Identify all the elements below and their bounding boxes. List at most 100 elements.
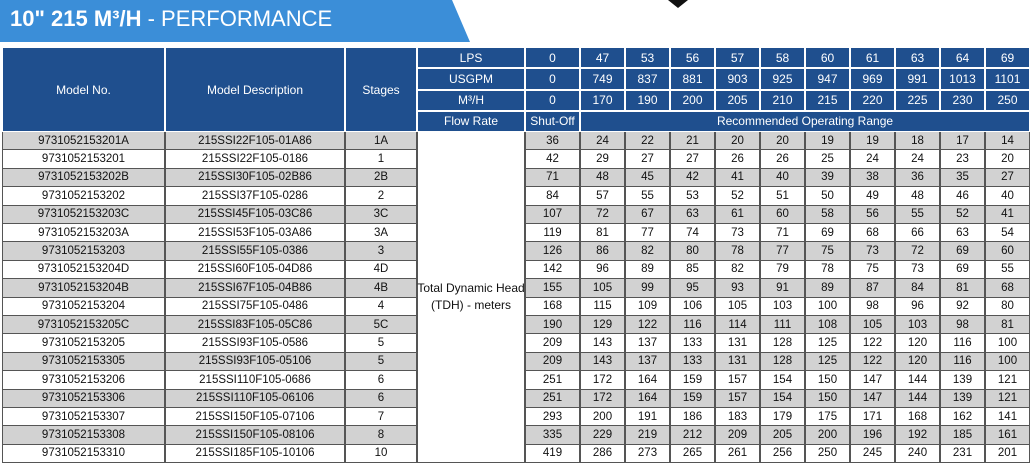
head-value: 191	[625, 408, 670, 427]
model-no: 9731052153205	[2, 334, 165, 353]
head-value: 256	[760, 444, 805, 464]
operating-range-label: Recommended Operating Range	[580, 110, 1030, 132]
model-no: 9731052153306	[2, 389, 165, 408]
head-value: 99	[625, 279, 670, 298]
shut-off-head: 168	[525, 297, 580, 316]
head-value: 69	[940, 260, 985, 280]
head-value: 89	[625, 260, 670, 280]
flow-value: 925	[760, 68, 805, 90]
head-value: 100	[805, 297, 850, 316]
head-value: 92	[940, 297, 985, 316]
head-value: 95	[670, 279, 715, 298]
model-description: 215SSI93F105-0586	[165, 334, 345, 353]
model-description: 215SSI150F105-07106	[165, 408, 345, 427]
head-value: 131	[715, 352, 760, 372]
head-value: 55	[985, 260, 1030, 280]
head-value: 196	[850, 426, 895, 445]
header-model-no: Model No.	[2, 47, 165, 132]
head-value: 72	[895, 242, 940, 261]
title-rest: - PERFORMANCE	[147, 6, 333, 31]
head-value: 116	[670, 316, 715, 335]
model-description: 215SSI53F105-03A86	[165, 224, 345, 243]
head-value: 74	[670, 224, 715, 243]
title: 10" 215 M³/H - PERFORMANCE	[10, 6, 332, 32]
model-description: 215SSI150F105-08106	[165, 426, 345, 445]
arrow-icon	[668, 0, 688, 8]
head-value: 250	[805, 444, 850, 464]
head-value: 71	[760, 224, 805, 243]
flow-value: 205	[715, 89, 760, 111]
head-value: 68	[850, 224, 895, 243]
flow-value: 0	[525, 89, 580, 111]
model-description: 215SSI55F105-0386	[165, 242, 345, 261]
head-value: 171	[850, 408, 895, 427]
head-value: 164	[625, 389, 670, 408]
head-value: 245	[850, 444, 895, 464]
flow-value: 61	[850, 47, 895, 69]
head-value: 75	[805, 242, 850, 261]
head-value: 41	[715, 168, 760, 188]
model-no: 9731052153204D	[2, 260, 165, 280]
flow-value: 215	[805, 89, 850, 111]
stages: 5	[345, 334, 417, 353]
model-description: 215SSI37F105-0286	[165, 187, 345, 206]
shut-off-label: Shut-Off	[525, 110, 580, 132]
head-value: 229	[580, 426, 625, 445]
head-value: 18	[895, 132, 940, 151]
head-value: 68	[985, 279, 1030, 298]
head-value: 103	[895, 316, 940, 335]
head-value: 141	[985, 408, 1030, 427]
model-description: 215SSI67F105-04B86	[165, 279, 345, 298]
head-value: 52	[715, 187, 760, 206]
stages: 1A	[345, 132, 417, 151]
head-value: 273	[625, 444, 670, 464]
head-value: 54	[985, 224, 1030, 243]
model-description: 215SSI93F105-05106	[165, 352, 345, 372]
head-value: 100	[985, 352, 1030, 372]
head-value: 85	[670, 260, 715, 280]
flow-value: 60	[805, 47, 850, 69]
stages: 6	[345, 389, 417, 408]
head-value: 175	[805, 408, 850, 427]
stages: 2	[345, 187, 417, 206]
head-value: 164	[625, 371, 670, 390]
flow-value: 47	[580, 47, 625, 69]
head-value: 168	[895, 408, 940, 427]
head-value: 41	[985, 205, 1030, 224]
head-value: 53	[670, 187, 715, 206]
head-value: 61	[715, 205, 760, 224]
shut-off-head: 190	[525, 316, 580, 335]
head-value: 125	[805, 352, 850, 372]
head-value: 55	[625, 187, 670, 206]
flow-value: 250	[985, 89, 1030, 111]
stages: 3A	[345, 224, 417, 243]
stages: 10	[345, 444, 417, 464]
flow-value: 69	[985, 47, 1030, 69]
tdh-cell: Total Dynamic Head (TDH) - meters	[417, 132, 525, 464]
model-description: 215SSI83F105-05C86	[165, 316, 345, 335]
shut-off-head: 251	[525, 389, 580, 408]
flow-value: 0	[525, 68, 580, 90]
head-value: 143	[580, 352, 625, 372]
model-description: 215SSI185F105-10106	[165, 444, 345, 464]
head-value: 121	[985, 389, 1030, 408]
flow-value: 220	[850, 89, 895, 111]
head-value: 35	[940, 168, 985, 188]
head-value: 159	[670, 389, 715, 408]
head-value: 200	[805, 426, 850, 445]
head-value: 201	[985, 444, 1030, 464]
model-no: 9731052153201A	[2, 132, 165, 151]
head-value: 22	[625, 132, 670, 151]
flow-value: 64	[940, 47, 985, 69]
head-value: 159	[670, 371, 715, 390]
head-value: 14	[985, 132, 1030, 151]
head-value: 46	[940, 187, 985, 206]
shut-off-head: 71	[525, 168, 580, 188]
head-value: 219	[625, 426, 670, 445]
stages: 5	[345, 352, 417, 372]
head-value: 26	[715, 150, 760, 169]
head-value: 137	[625, 334, 670, 353]
stages: 1	[345, 150, 417, 169]
head-value: 19	[805, 132, 850, 151]
flow-value: 1013	[940, 68, 985, 90]
